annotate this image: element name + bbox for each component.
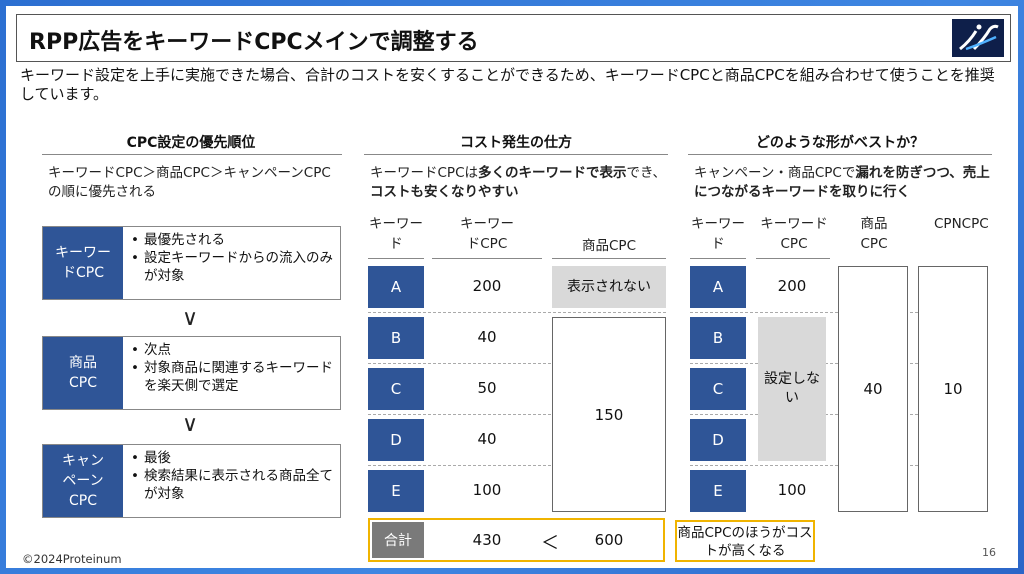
priority-item: 検索結果に表示される商品全てが対象	[131, 467, 336, 503]
header-underline	[690, 258, 746, 259]
priority-description: キーワードCPC＞商品CPC＞キャンペーンCPCの順に優先される	[48, 165, 331, 200]
chevron-down-icon: ∨	[182, 306, 199, 331]
kw-cpc-value: 100	[777, 481, 807, 499]
keyword-cell: D	[368, 419, 424, 461]
total-kw-value: 430	[472, 531, 502, 549]
priority-item: 最優先される	[131, 231, 336, 249]
priority-label: 商品CPC	[43, 337, 123, 409]
product-cpc-header: 商品CPC	[860, 216, 888, 252]
brand-logo	[952, 19, 1004, 57]
cost-heading: コスト発生の仕方	[460, 135, 572, 151]
keyword-header: キーワード	[691, 216, 745, 252]
header-underline	[432, 258, 542, 259]
priority-box-campaign: キャンペーンCPC 最後 検索結果に表示される商品全てが対象	[42, 444, 341, 518]
keyword-cell: A	[690, 266, 746, 308]
kw-cpc-value: 40	[477, 328, 497, 346]
divider	[364, 154, 668, 155]
total-label: 合計	[372, 522, 424, 558]
priority-label: キーワードCPC	[43, 227, 123, 299]
product-cpc-header: 商品CPC	[582, 238, 636, 254]
best-description: キャンペーン・商品CPCで漏れを防ぎつつ、売上につながるキーワードを取りに行く	[694, 165, 990, 200]
not-shown-cell: 表示されない	[552, 266, 666, 308]
campaign-cpc-header: CPNCPC	[934, 216, 989, 232]
campaign-cpc-box: 10	[918, 266, 988, 512]
kw-cpc-value: 100	[472, 481, 502, 499]
divider	[688, 154, 992, 155]
header-underline	[552, 258, 666, 259]
row-divider	[368, 363, 666, 364]
priority-label: キャンペーンCPC	[43, 445, 123, 517]
keyword-cell: C	[368, 368, 424, 410]
kw-cpc-value: 40	[477, 430, 497, 448]
total-row: 合計 430 ＜ 600	[368, 518, 665, 562]
page-number: 16	[982, 546, 996, 559]
intro-text: キーワード設定を上手に実施できた場合、合計のコストを安くすることができるため、キ…	[20, 66, 995, 103]
keyword-cpc-header: キーワードCPC	[760, 216, 828, 252]
kw-cpc-value: 50	[477, 379, 497, 397]
total-prod-value: 600	[594, 531, 624, 549]
keyword-cell: E	[690, 470, 746, 512]
priority-item: 最後	[131, 449, 336, 467]
keyword-cell: A	[368, 266, 424, 308]
priority-item: 対象商品に関連するキーワードを楽天側で選定	[131, 359, 336, 395]
keyword-cell: B	[690, 317, 746, 359]
priority-heading: CPC設定の優先順位	[126, 135, 256, 151]
cost-description: キーワードCPCは多くのキーワードで表示でき、コストも安くなりやすい	[370, 165, 667, 200]
divider	[42, 154, 342, 155]
product-cpc-box: 150	[552, 317, 666, 512]
priority-item: 設定キーワードからの流入のみが対象	[131, 249, 336, 285]
header-underline	[368, 258, 424, 259]
best-heading: どのような形がベストか？	[755, 135, 925, 151]
keyword-cell: D	[690, 419, 746, 461]
keyword-cell: B	[368, 317, 424, 359]
header-underline	[756, 258, 830, 259]
keyword-cell: C	[690, 368, 746, 410]
callout-note: 商品CPCのほうがコストが高くなる	[675, 520, 815, 562]
keyword-cell: E	[368, 470, 424, 512]
not-set-cell: 設定しない	[758, 317, 826, 461]
priority-item: 次点	[131, 341, 336, 359]
slide: RPP広告をキーワードCPCメインで調整する キーワード設定を上手に実施できた場…	[6, 6, 1018, 568]
keyword-cpc-header: キーワードCPC	[460, 216, 514, 252]
product-cpc-box: 40	[838, 266, 908, 512]
comparison-symbol: ＜	[541, 533, 559, 554]
row-divider	[368, 414, 666, 415]
priority-box-product: 商品CPC 次点 対象商品に関連するキーワードを楽天側で選定	[42, 336, 341, 410]
kw-cpc-value: 200	[777, 277, 807, 295]
chevron-down-icon: ∨	[182, 412, 199, 437]
title-bar: RPP広告をキーワードCPCメインで調整する	[16, 14, 1011, 62]
row-divider	[368, 465, 666, 466]
copyright: ©2024Proteinum	[22, 552, 122, 566]
priority-box-keyword: キーワードCPC 最優先される 設定キーワードからの流入のみが対象	[42, 226, 341, 300]
keyword-header: キーワード	[369, 216, 423, 252]
row-divider	[368, 312, 666, 313]
page-title: RPP広告をキーワードCPCメインで調整する	[29, 30, 479, 55]
kw-cpc-value: 200	[472, 277, 502, 295]
